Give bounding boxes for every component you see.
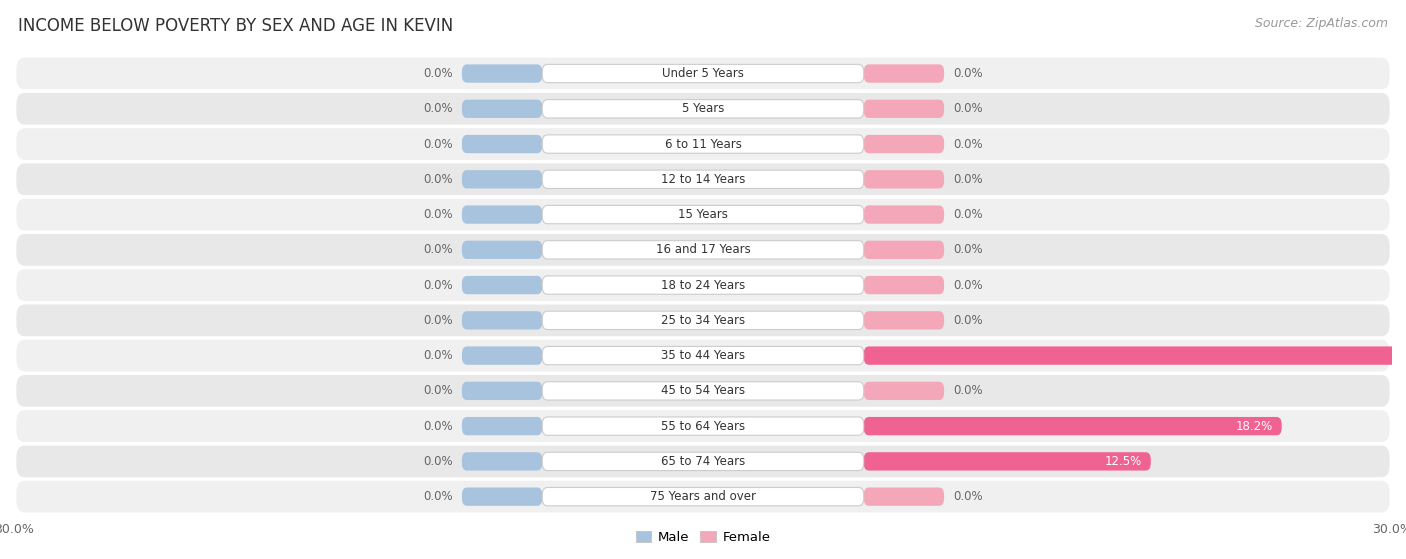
FancyBboxPatch shape	[543, 64, 863, 83]
FancyBboxPatch shape	[461, 276, 543, 294]
FancyBboxPatch shape	[543, 276, 863, 294]
Text: 0.0%: 0.0%	[423, 67, 453, 80]
Text: 15 Years: 15 Years	[678, 208, 728, 221]
Text: 0.0%: 0.0%	[423, 102, 453, 115]
FancyBboxPatch shape	[17, 446, 1389, 477]
Text: 0.0%: 0.0%	[953, 138, 983, 150]
Text: 12 to 14 Years: 12 to 14 Years	[661, 173, 745, 186]
Text: 0.0%: 0.0%	[423, 138, 453, 150]
FancyBboxPatch shape	[17, 128, 1389, 160]
FancyBboxPatch shape	[863, 170, 945, 188]
Text: 6 to 11 Years: 6 to 11 Years	[665, 138, 741, 150]
FancyBboxPatch shape	[543, 311, 863, 329]
FancyBboxPatch shape	[543, 100, 863, 118]
Text: 0.0%: 0.0%	[953, 490, 983, 503]
Text: 30.0%: 30.0%	[0, 523, 34, 536]
FancyBboxPatch shape	[461, 347, 543, 365]
FancyBboxPatch shape	[543, 205, 863, 224]
FancyBboxPatch shape	[17, 481, 1389, 513]
FancyBboxPatch shape	[543, 347, 863, 365]
FancyBboxPatch shape	[17, 340, 1389, 372]
Text: 0.0%: 0.0%	[953, 102, 983, 115]
FancyBboxPatch shape	[17, 58, 1389, 89]
FancyBboxPatch shape	[863, 100, 945, 118]
Text: 65 to 74 Years: 65 to 74 Years	[661, 455, 745, 468]
Text: 0.0%: 0.0%	[953, 208, 983, 221]
Text: 5 Years: 5 Years	[682, 102, 724, 115]
FancyBboxPatch shape	[461, 64, 543, 83]
FancyBboxPatch shape	[461, 382, 543, 400]
Text: 25 to 34 Years: 25 to 34 Years	[661, 314, 745, 327]
Text: 0.0%: 0.0%	[423, 420, 453, 433]
FancyBboxPatch shape	[461, 170, 543, 188]
Text: 75 Years and over: 75 Years and over	[650, 490, 756, 503]
FancyBboxPatch shape	[863, 205, 945, 224]
Text: 0.0%: 0.0%	[423, 278, 453, 292]
Text: 30.0%: 30.0%	[1372, 523, 1406, 536]
FancyBboxPatch shape	[17, 305, 1389, 336]
Text: 0.0%: 0.0%	[953, 67, 983, 80]
FancyBboxPatch shape	[863, 241, 945, 259]
Text: Under 5 Years: Under 5 Years	[662, 67, 744, 80]
Text: 0.0%: 0.0%	[953, 243, 983, 257]
FancyBboxPatch shape	[461, 205, 543, 224]
Text: 16 and 17 Years: 16 and 17 Years	[655, 243, 751, 257]
FancyBboxPatch shape	[543, 170, 863, 188]
Text: 0.0%: 0.0%	[423, 490, 453, 503]
Text: 0.0%: 0.0%	[423, 349, 453, 362]
Text: 45 to 54 Years: 45 to 54 Years	[661, 385, 745, 397]
Text: 0.0%: 0.0%	[953, 385, 983, 397]
Text: 18.2%: 18.2%	[1236, 420, 1272, 433]
Text: 0.0%: 0.0%	[423, 173, 453, 186]
FancyBboxPatch shape	[17, 163, 1389, 195]
Text: 55 to 64 Years: 55 to 64 Years	[661, 420, 745, 433]
FancyBboxPatch shape	[863, 417, 1282, 435]
FancyBboxPatch shape	[863, 135, 945, 153]
FancyBboxPatch shape	[17, 410, 1389, 442]
Text: 0.0%: 0.0%	[423, 455, 453, 468]
FancyBboxPatch shape	[543, 382, 863, 400]
FancyBboxPatch shape	[543, 241, 863, 259]
FancyBboxPatch shape	[461, 100, 543, 118]
Text: Source: ZipAtlas.com: Source: ZipAtlas.com	[1254, 17, 1388, 30]
Text: 12.5%: 12.5%	[1104, 455, 1142, 468]
FancyBboxPatch shape	[863, 64, 945, 83]
FancyBboxPatch shape	[17, 198, 1389, 230]
FancyBboxPatch shape	[17, 93, 1389, 125]
Text: 0.0%: 0.0%	[423, 243, 453, 257]
FancyBboxPatch shape	[17, 269, 1389, 301]
FancyBboxPatch shape	[461, 417, 543, 435]
FancyBboxPatch shape	[461, 241, 543, 259]
Text: 0.0%: 0.0%	[423, 208, 453, 221]
FancyBboxPatch shape	[863, 347, 1406, 365]
FancyBboxPatch shape	[863, 382, 945, 400]
Legend: Male, Female: Male, Female	[630, 525, 776, 549]
FancyBboxPatch shape	[863, 276, 945, 294]
FancyBboxPatch shape	[461, 135, 543, 153]
Text: INCOME BELOW POVERTY BY SEX AND AGE IN KEVIN: INCOME BELOW POVERTY BY SEX AND AGE IN K…	[18, 17, 454, 35]
FancyBboxPatch shape	[461, 487, 543, 506]
FancyBboxPatch shape	[863, 311, 945, 329]
Text: 0.0%: 0.0%	[423, 314, 453, 327]
FancyBboxPatch shape	[461, 452, 543, 471]
FancyBboxPatch shape	[17, 234, 1389, 266]
FancyBboxPatch shape	[543, 487, 863, 506]
Text: 35 to 44 Years: 35 to 44 Years	[661, 349, 745, 362]
Text: 0.0%: 0.0%	[953, 314, 983, 327]
Text: 0.0%: 0.0%	[423, 385, 453, 397]
FancyBboxPatch shape	[863, 487, 945, 506]
Text: 18 to 24 Years: 18 to 24 Years	[661, 278, 745, 292]
FancyBboxPatch shape	[17, 375, 1389, 407]
FancyBboxPatch shape	[863, 452, 1152, 471]
FancyBboxPatch shape	[543, 452, 863, 471]
Text: 0.0%: 0.0%	[953, 173, 983, 186]
FancyBboxPatch shape	[543, 135, 863, 153]
Text: 0.0%: 0.0%	[953, 278, 983, 292]
FancyBboxPatch shape	[543, 417, 863, 435]
FancyBboxPatch shape	[461, 311, 543, 329]
